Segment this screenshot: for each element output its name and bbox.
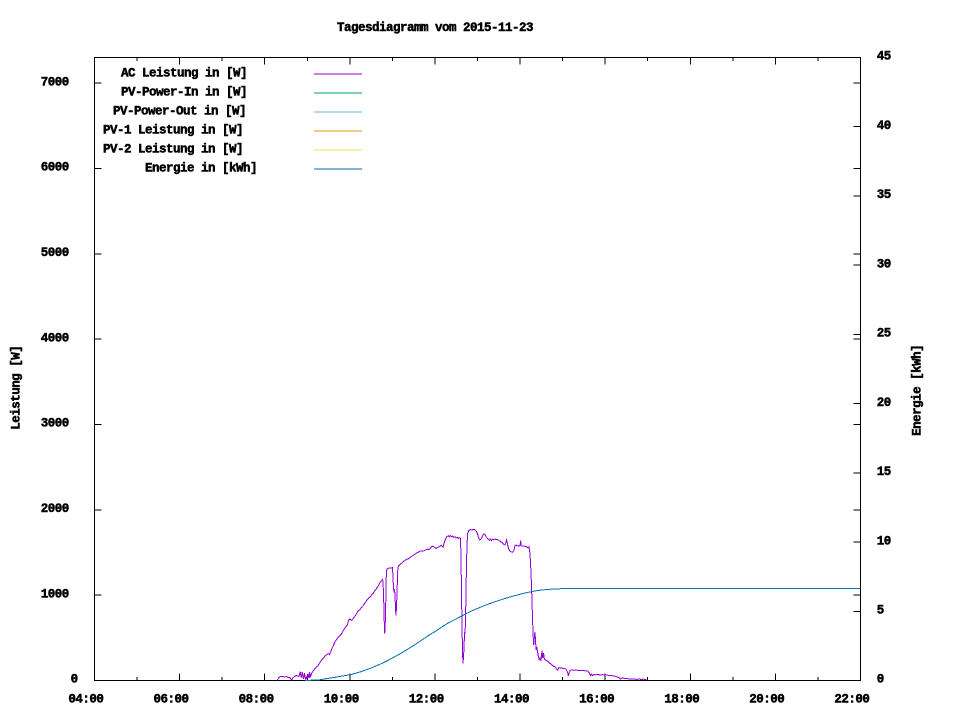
svg-text:PV-Power-In in [W]: PV-Power-In in [W] — [121, 85, 247, 99]
svg-text:22:00: 22:00 — [834, 693, 869, 707]
svg-text:AC Leistung in [W]: AC Leistung in [W] — [121, 66, 247, 80]
svg-text:30: 30 — [877, 257, 891, 271]
svg-text:Leistung [W]: Leistung [W] — [10, 346, 24, 430]
svg-text:Energie in [kWh]: Energie in [kWh] — [145, 161, 257, 175]
svg-text:Tagesdiagramm vom 2015-11-23: Tagesdiagramm vom 2015-11-23 — [337, 21, 533, 35]
svg-text:0: 0 — [71, 673, 78, 687]
svg-text:Energie [kWh]: Energie [kWh] — [911, 345, 925, 436]
svg-text:20: 20 — [877, 396, 891, 410]
svg-text:40: 40 — [877, 119, 891, 133]
svg-text:25: 25 — [877, 327, 891, 341]
svg-text:5: 5 — [877, 604, 884, 618]
svg-text:35: 35 — [877, 188, 891, 202]
svg-text:06:00: 06:00 — [153, 693, 188, 707]
svg-text:2000: 2000 — [41, 502, 69, 516]
svg-text:0: 0 — [877, 673, 884, 687]
svg-text:7000: 7000 — [41, 75, 69, 89]
svg-text:15: 15 — [877, 465, 891, 479]
svg-text:4000: 4000 — [41, 331, 69, 345]
svg-text:3000: 3000 — [41, 417, 69, 431]
svg-text:04:00: 04:00 — [68, 693, 103, 707]
svg-text:18:00: 18:00 — [664, 693, 699, 707]
svg-text:5000: 5000 — [41, 246, 69, 260]
svg-text:20:00: 20:00 — [749, 693, 784, 707]
svg-text:1000: 1000 — [41, 587, 69, 601]
svg-text:PV-Power-Out in [W]: PV-Power-Out in [W] — [113, 104, 246, 118]
svg-text:08:00: 08:00 — [239, 693, 274, 707]
svg-text:14:00: 14:00 — [494, 693, 529, 707]
svg-text:12:00: 12:00 — [409, 693, 444, 707]
svg-text:10:00: 10:00 — [324, 693, 359, 707]
svg-text:10: 10 — [877, 534, 891, 548]
svg-text:16:00: 16:00 — [579, 693, 614, 707]
svg-text:45: 45 — [877, 50, 891, 64]
svg-text:PV-2 Leistung in [W]: PV-2 Leistung in [W] — [103, 142, 243, 156]
svg-text:PV-1 Leistung in [W]: PV-1 Leistung in [W] — [103, 123, 243, 137]
svg-text:6000: 6000 — [41, 161, 69, 175]
